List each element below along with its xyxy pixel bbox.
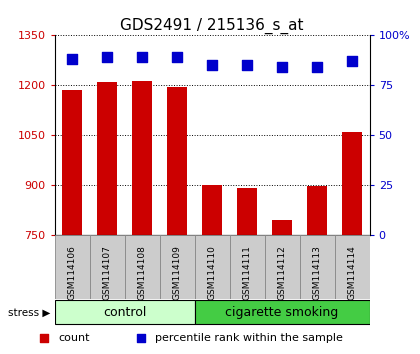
Text: cigarette smoking: cigarette smoking (226, 306, 339, 319)
Text: GSM114110: GSM114110 (207, 245, 217, 300)
Text: GSM114111: GSM114111 (243, 245, 252, 300)
Text: stress ▶: stress ▶ (8, 307, 50, 318)
Text: GSM114107: GSM114107 (102, 245, 112, 300)
Title: GDS2491 / 215136_s_at: GDS2491 / 215136_s_at (121, 18, 304, 34)
Text: GSM114109: GSM114109 (173, 245, 181, 300)
Text: GSM114113: GSM114113 (312, 245, 322, 300)
Bar (230, 235, 265, 299)
Bar (265, 235, 299, 299)
Bar (168, 87, 187, 235)
Point (279, 64, 286, 70)
Bar (299, 235, 335, 299)
Bar (194, 235, 230, 299)
Bar (335, 235, 370, 299)
Text: GSM114114: GSM114114 (348, 245, 357, 300)
Point (41, 335, 48, 341)
Bar (63, 90, 82, 235)
Bar (55, 301, 194, 324)
Point (314, 64, 320, 70)
Bar (273, 220, 292, 235)
Bar (89, 235, 125, 299)
Bar (97, 82, 117, 235)
Text: control: control (103, 306, 146, 319)
Point (174, 55, 181, 60)
Bar (125, 235, 160, 299)
Bar (307, 187, 327, 235)
Bar (160, 235, 194, 299)
Point (137, 335, 144, 341)
Point (209, 63, 215, 68)
Point (244, 63, 250, 68)
Bar (202, 185, 222, 235)
Bar (55, 235, 89, 299)
Text: GSM114106: GSM114106 (68, 245, 76, 300)
Point (69, 57, 76, 62)
Bar (237, 188, 257, 235)
Point (139, 55, 145, 60)
Text: GSM114108: GSM114108 (138, 245, 147, 300)
Text: count: count (59, 333, 90, 343)
Bar (132, 81, 152, 235)
Point (349, 58, 355, 64)
Bar (194, 301, 370, 324)
Bar (342, 132, 362, 235)
Text: percentile rank within the sample: percentile rank within the sample (155, 333, 343, 343)
Point (104, 55, 110, 60)
Text: GSM114112: GSM114112 (278, 245, 286, 300)
